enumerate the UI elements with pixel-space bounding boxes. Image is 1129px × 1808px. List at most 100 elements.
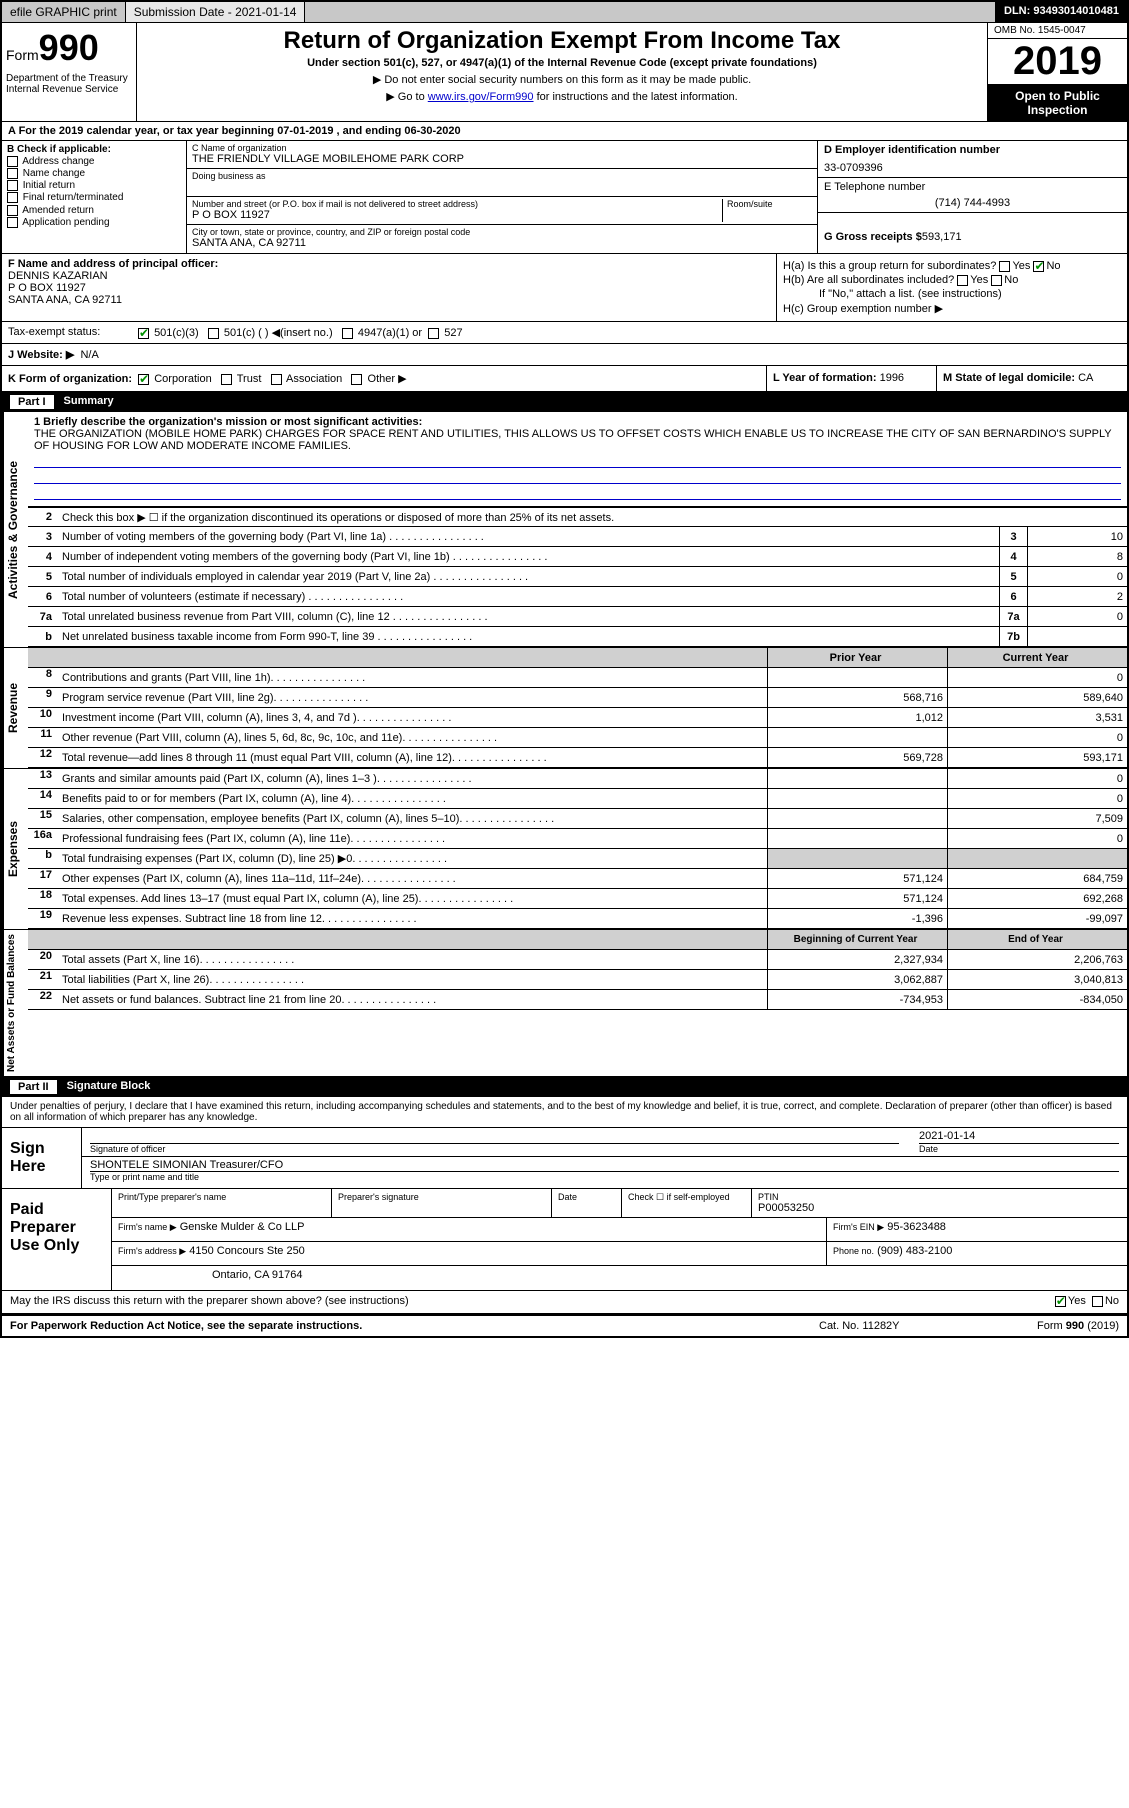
- 4947-checkbox[interactable]: [342, 328, 353, 339]
- current-val: 7,509: [947, 809, 1127, 828]
- prior-val: -734,953: [767, 990, 947, 1009]
- line-text: Total number of volunteers (estimate if …: [58, 589, 999, 605]
- gross-value: 593,171: [922, 231, 962, 243]
- b-checkbox-row: Name change: [7, 168, 181, 179]
- b-checkbox[interactable]: [7, 180, 18, 191]
- firm-addr1: 4150 Concours Ste 250: [189, 1245, 305, 1257]
- ha-row: H(a) Is this a group return for subordin…: [783, 260, 1121, 272]
- summary-line: 13 Grants and similar amounts paid (Part…: [28, 769, 1127, 789]
- line-text: Professional fundraising fees (Part IX, …: [58, 829, 767, 848]
- sig-officer-line: Signature of officer 2021-01-14 Date: [82, 1128, 1127, 1157]
- footer-mid: Cat. No. 11282Y: [819, 1320, 969, 1332]
- l-value: 1996: [880, 372, 904, 384]
- b-checkbox[interactable]: [7, 156, 18, 167]
- form-990-document: efile GRAPHIC print Submission Date - 20…: [0, 0, 1129, 1338]
- spacer: [28, 648, 767, 667]
- ein-label: D Employer identification number: [824, 144, 1121, 156]
- l-label: L Year of formation:: [773, 372, 877, 384]
- line-text: Benefits paid to or for members (Part IX…: [58, 789, 767, 808]
- room-label: Room/suite: [727, 199, 812, 209]
- ha-no-checkbox[interactable]: [1033, 261, 1044, 272]
- b-checkbox[interactable]: [7, 205, 18, 216]
- efile-label: efile GRAPHIC print: [2, 2, 126, 22]
- form-number: Form990: [6, 27, 132, 69]
- addr-value: P O BOX 11927: [192, 209, 722, 221]
- summary-line: 17 Other expenses (Part IX, column (A), …: [28, 869, 1127, 889]
- 501c-checkbox[interactable]: [208, 328, 219, 339]
- line-no: 15: [28, 809, 58, 828]
- hb-yes-checkbox[interactable]: [957, 275, 968, 286]
- line-no: 21: [28, 970, 58, 989]
- instr-pre: ▶ Go to: [386, 91, 427, 103]
- prior-val: 571,124: [767, 869, 947, 888]
- ein-value: 33-0709396: [824, 162, 1121, 174]
- instr-ssn: ▶ Do not enter social security numbers o…: [145, 73, 979, 86]
- line-text: Total fundraising expenses (Part IX, col…: [58, 849, 767, 868]
- part2-header: Part II Signature Block: [2, 1077, 1127, 1097]
- sign-here-row: Sign Here Signature of officer 2021-01-1…: [2, 1127, 1127, 1188]
- current-val: 0: [947, 668, 1127, 687]
- section-c: C Name of organization THE FRIENDLY VILL…: [187, 141, 1127, 253]
- name-label: Type or print name and title: [90, 1172, 1119, 1182]
- line-no: 4: [28, 551, 58, 563]
- b-checkbox[interactable]: [7, 168, 18, 179]
- blank-line: [34, 454, 1121, 468]
- opt-other: Other ▶: [368, 373, 407, 385]
- line-text: Investment income (Part VIII, column (A)…: [58, 708, 767, 727]
- footer-left: For Paperwork Reduction Act Notice, see …: [10, 1320, 819, 1332]
- period-text: A For the 2019 calendar year, or tax yea…: [8, 125, 461, 137]
- line-val: 0: [1027, 567, 1127, 586]
- date-label: Date: [919, 1144, 1119, 1154]
- discuss-no-checkbox[interactable]: [1092, 1296, 1103, 1307]
- opt-corp: Corporation: [154, 373, 211, 385]
- line-no: 18: [28, 889, 58, 908]
- line-box: 6: [999, 587, 1027, 606]
- line-text: Total number of individuals employed in …: [58, 569, 999, 585]
- discuss-yes-checkbox[interactable]: [1055, 1296, 1066, 1307]
- irs-link[interactable]: www.irs.gov/Form990: [428, 91, 534, 103]
- summary-line: 22 Net assets or fund balances. Subtract…: [28, 990, 1127, 1010]
- topbar-spacer: [305, 2, 996, 22]
- line-no: 3: [28, 531, 58, 543]
- gross-label: G Gross receipts $: [824, 231, 922, 243]
- sign-here-label: Sign Here: [2, 1128, 82, 1188]
- line-text: Other expenses (Part IX, column (A), lin…: [58, 869, 767, 888]
- line-no: b: [28, 631, 58, 643]
- line-text: Contributions and grants (Part VIII, lin…: [58, 668, 767, 687]
- summary-line: 19 Revenue less expenses. Subtract line …: [28, 909, 1127, 929]
- check-self-label: Check ☐ if self-employed: [628, 1192, 745, 1203]
- k-label: K Form of organization:: [8, 373, 132, 385]
- mission-block: 1 Briefly describe the organization's mi…: [28, 412, 1127, 507]
- form-box: Form990 Department of the Treasury Inter…: [2, 23, 137, 121]
- form-label: Form: [6, 47, 39, 63]
- line-val: [1027, 627, 1127, 646]
- 527-checkbox[interactable]: [428, 328, 439, 339]
- prior-val: 1,012: [767, 708, 947, 727]
- hb-label: H(b) Are all subordinates included?: [783, 274, 954, 286]
- current-val: [947, 849, 1127, 868]
- line-text: Grants and similar amounts paid (Part IX…: [58, 769, 767, 788]
- org-name-row: C Name of organization THE FRIENDLY VILL…: [187, 141, 817, 169]
- tax-year: 2019: [988, 39, 1127, 85]
- line-no: 19: [28, 909, 58, 928]
- trust-checkbox[interactable]: [221, 374, 232, 385]
- blank-line: [34, 470, 1121, 484]
- addr-row: Number and street (or P.O. box if mail i…: [187, 197, 817, 225]
- hb-no-checkbox[interactable]: [991, 275, 1002, 286]
- summary-line: 9 Program service revenue (Part VIII, li…: [28, 688, 1127, 708]
- line-val: 10: [1027, 527, 1127, 546]
- line-box: 7b: [999, 627, 1027, 646]
- corp-checkbox[interactable]: [138, 374, 149, 385]
- b-checkbox[interactable]: [7, 217, 18, 228]
- ha-yes-checkbox[interactable]: [999, 261, 1010, 272]
- assoc-checkbox[interactable]: [271, 374, 282, 385]
- summary-line: 6 Total number of volunteers (estimate i…: [28, 587, 1127, 607]
- addr-label: Number and street (or P.O. box if mail i…: [192, 199, 722, 209]
- b-checkbox-row: Address change: [7, 156, 181, 167]
- 501c3-checkbox[interactable]: [138, 328, 149, 339]
- prior-val: 568,716: [767, 688, 947, 707]
- b-checkbox[interactable]: [7, 192, 18, 203]
- current-val: 684,759: [947, 869, 1127, 888]
- sig-date: 2021-01-14: [919, 1130, 1119, 1144]
- other-checkbox[interactable]: [351, 374, 362, 385]
